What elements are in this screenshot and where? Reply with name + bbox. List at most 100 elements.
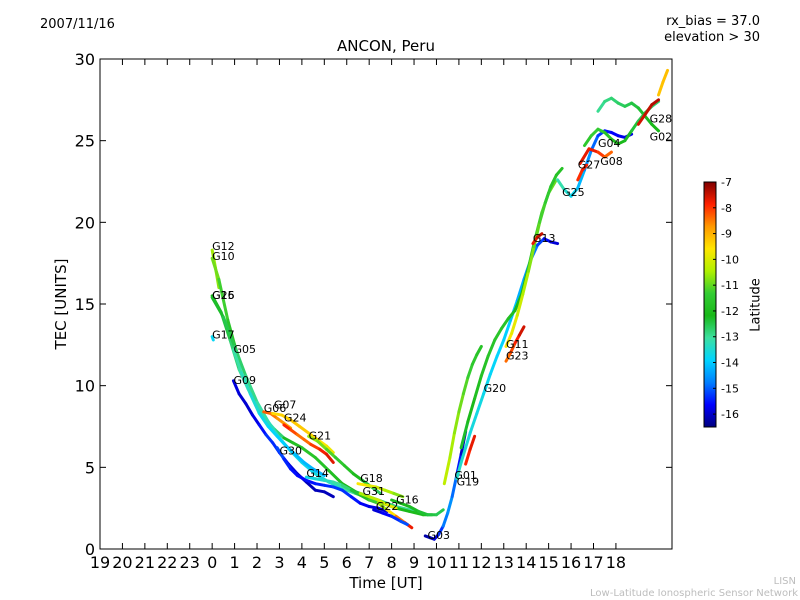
series-segment <box>479 354 490 378</box>
series-segment <box>603 131 613 141</box>
prn-label: G16 <box>396 493 419 506</box>
series-segment <box>284 444 297 456</box>
prn-label: G09 <box>233 374 256 387</box>
series-segment <box>394 506 412 513</box>
series-segment <box>473 374 483 401</box>
series-G29 <box>464 434 477 466</box>
series-segment <box>466 362 474 379</box>
series-segment <box>331 485 344 492</box>
series-segment <box>210 335 215 342</box>
series-segment <box>325 447 338 460</box>
series-segment <box>358 491 371 499</box>
series-segment <box>399 519 409 526</box>
series-segment <box>313 477 326 482</box>
series-segment <box>307 431 320 442</box>
series-segment <box>417 509 429 517</box>
series-segment <box>587 147 600 154</box>
series-G08 <box>578 147 613 166</box>
series-segment <box>408 509 425 517</box>
series-segment <box>289 467 299 477</box>
series-G28 <box>636 98 661 126</box>
series-segment <box>470 353 479 366</box>
series-segment <box>300 446 317 460</box>
series-segment <box>304 475 317 481</box>
prn-label: G18 <box>360 472 383 485</box>
x-tick-label: 22 <box>157 553 177 572</box>
series-segment <box>650 98 661 107</box>
y-tick-label: 25 <box>75 132 95 151</box>
series-G15 <box>210 295 434 517</box>
series-segment <box>298 425 311 435</box>
x-tick-label: 9 <box>409 553 419 572</box>
series-segment <box>275 434 288 448</box>
series-segment <box>657 80 665 97</box>
series-segment <box>556 178 566 192</box>
series-segment <box>257 411 270 428</box>
series-segment <box>367 498 380 505</box>
series-segment <box>311 467 326 477</box>
prn-label: G03 <box>427 529 450 542</box>
x-axis-label: Time [UT] <box>349 574 423 592</box>
prn-label: G02 <box>650 131 673 144</box>
x-tick-label: 11 <box>449 553 469 572</box>
credit-lisn: LISN <box>773 576 796 587</box>
x-tick-label: 3 <box>274 553 284 572</box>
series-segment <box>459 420 470 450</box>
series-G21 <box>307 434 382 495</box>
series-segment <box>506 309 517 321</box>
y-tick-label: 0 <box>85 540 95 559</box>
x-tick-label: 2 <box>252 553 262 572</box>
series-segment <box>583 134 593 148</box>
x-tick-label: 1 <box>229 553 239 572</box>
series-segment <box>549 173 558 188</box>
series-segment <box>399 501 412 509</box>
prn-label: G14 <box>306 467 329 480</box>
series-segment <box>446 495 454 515</box>
colorbar-tick-label: -16 <box>721 408 739 421</box>
series-G01 <box>442 344 483 486</box>
series-segment <box>365 483 378 489</box>
series-segment <box>504 351 512 363</box>
colorbar-tick-label: -13 <box>721 331 739 344</box>
colorbar-tick-label: -10 <box>721 253 739 266</box>
series-segment <box>313 482 326 487</box>
series-segment <box>468 434 477 451</box>
series-segment <box>302 460 315 471</box>
series-segment <box>349 488 362 497</box>
series-segment <box>316 439 329 451</box>
x-tick-label: 15 <box>538 553 558 572</box>
series-segment <box>538 201 547 224</box>
series-G13 <box>531 232 544 246</box>
series-segment <box>293 452 306 464</box>
series-segment <box>369 485 382 495</box>
series-segment <box>383 488 396 495</box>
credit-network: Low-Latitude Ionospheric Sensor Network <box>590 588 798 599</box>
series-segment <box>500 317 510 330</box>
series-segment <box>661 68 670 84</box>
x-tick-label: 21 <box>135 553 155 572</box>
series-segment <box>356 482 369 487</box>
x-tick-label: 23 <box>180 553 200 572</box>
series-segment <box>535 232 544 239</box>
series-segment <box>244 374 259 404</box>
series-segment <box>358 501 371 509</box>
series-segment <box>495 338 506 358</box>
series-segment <box>376 498 389 507</box>
series-segment <box>325 452 335 464</box>
series-segment <box>515 278 526 303</box>
x-tick-label: 5 <box>319 553 329 572</box>
series-segment <box>300 460 317 476</box>
x-tick-label: 13 <box>494 553 514 572</box>
series-segment <box>502 318 512 342</box>
series-segment <box>521 269 530 296</box>
series-segment <box>325 444 335 455</box>
series-segment <box>390 514 403 523</box>
series-segment <box>231 348 243 375</box>
prn-label: G25 <box>562 186 585 199</box>
series-segment <box>508 341 517 355</box>
series-segment <box>513 333 521 345</box>
series-G30 <box>275 446 389 513</box>
series-G11 <box>504 325 526 363</box>
